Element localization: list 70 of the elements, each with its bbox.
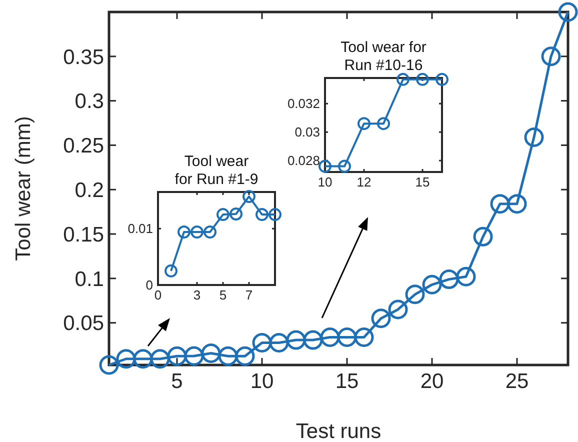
chart-title: Tool wear for Run #10-16 — [340, 39, 426, 74]
point — [436, 72, 448, 86]
point — [507, 194, 527, 214]
y-tick-label: 0.028 — [287, 153, 320, 168]
point — [320, 328, 340, 348]
point — [242, 190, 256, 203]
x-tick-label: 20 — [420, 370, 444, 394]
point — [252, 332, 272, 352]
point — [439, 270, 459, 290]
y-tick-label: 0.2 — [74, 178, 104, 202]
x-tick-label: 5 — [171, 370, 183, 394]
point — [338, 160, 351, 173]
x-tick-label: 15 — [415, 174, 430, 190]
x-tick-label: 5 — [219, 287, 227, 302]
y-tick-label: 0.15 — [63, 223, 104, 246]
y-tick-label: 0.03 — [294, 124, 320, 140]
x-tick-label: 15 — [335, 370, 359, 394]
point — [133, 349, 153, 369]
x-tick-label: 12 — [356, 174, 372, 190]
point — [184, 346, 204, 366]
point — [190, 226, 204, 239]
point — [541, 46, 561, 66]
point — [216, 208, 230, 222]
point — [99, 355, 119, 375]
point — [116, 349, 136, 369]
x-tick-label: 10 — [318, 174, 332, 190]
point — [318, 160, 332, 173]
y-tick-label: 0.032 — [287, 96, 320, 112]
point — [256, 208, 268, 222]
y-tick-label: 0.01 — [128, 221, 153, 236]
point — [473, 226, 493, 246]
point — [178, 226, 190, 239]
y-tick-label: 0.05 — [63, 312, 104, 336]
x-tick-label: 7 — [245, 287, 253, 302]
point — [371, 308, 391, 328]
point — [416, 72, 429, 86]
point — [358, 117, 370, 130]
point — [303, 330, 323, 350]
point — [524, 127, 544, 147]
y-tick-label: 0.35 — [63, 46, 104, 69]
x-axis-title: Test runs — [296, 420, 382, 442]
point — [269, 332, 289, 352]
y-axis-title: Tool wear (mm) — [12, 116, 35, 261]
x-tick-label: 25 — [505, 370, 529, 394]
point — [558, 2, 578, 22]
point — [456, 266, 476, 286]
point — [377, 117, 390, 130]
point — [396, 72, 410, 86]
x-tick-label: 10 — [250, 370, 274, 394]
point — [354, 328, 374, 348]
point — [268, 208, 282, 222]
point — [422, 274, 442, 294]
y-tick-label: 0.1 — [74, 268, 104, 291]
point — [388, 300, 408, 320]
chart-title: Tool wear for Run #1-9 — [174, 153, 258, 188]
point — [164, 264, 178, 278]
point — [218, 346, 238, 366]
point — [235, 346, 255, 366]
point — [286, 330, 306, 350]
point — [405, 284, 425, 304]
point — [167, 346, 187, 366]
point — [150, 349, 170, 369]
y-tick-label: 0.25 — [63, 134, 104, 158]
point — [490, 194, 510, 214]
y-tick-label: 0.3 — [74, 90, 104, 114]
x-tick-label: 3 — [193, 287, 201, 302]
point — [201, 344, 221, 364]
point — [204, 226, 216, 239]
point — [230, 207, 242, 220]
point — [337, 328, 357, 348]
